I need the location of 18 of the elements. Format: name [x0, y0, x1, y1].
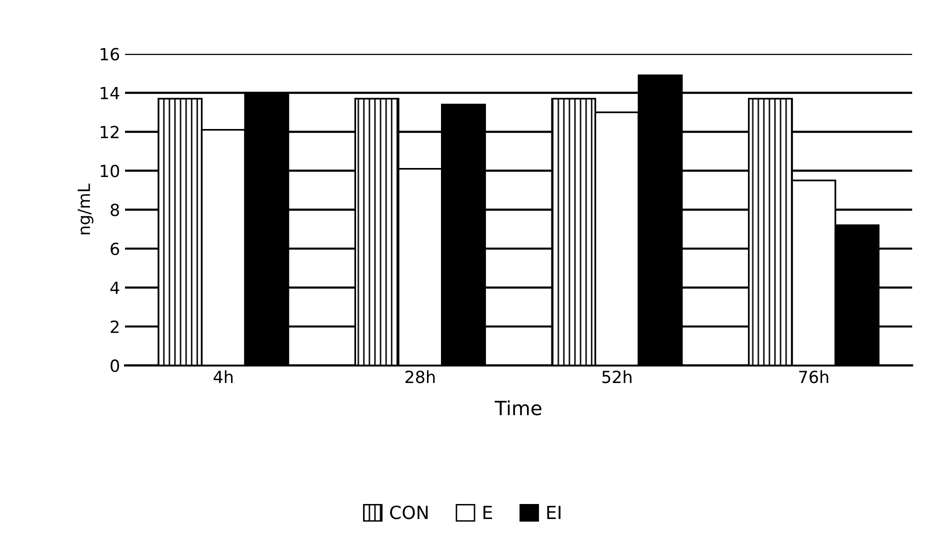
- legend-label: E: [484, 506, 492, 519]
- y-tick-label: 6: [110, 242, 120, 256]
- y-axis-title: ng/mL: [78, 184, 94, 234]
- legend-label: EI: [547, 506, 560, 519]
- x-tick-label: 28h: [406, 370, 435, 384]
- y-tick-label: 2: [110, 320, 118, 333]
- y-tick-label: 12: [100, 126, 118, 138]
- y-tick-label: 8: [110, 204, 120, 216]
- x-tick-label: 4h: [214, 370, 233, 383]
- y-tick-label: 10: [100, 164, 120, 178]
- y-tick-label: 0: [110, 359, 120, 372]
- y-tick-label: 4: [110, 282, 120, 294]
- x-axis-title: Time: [494, 400, 542, 416]
- y-tick-label: 14: [100, 87, 120, 100]
- x-tick-label: 76h: [799, 370, 828, 384]
- y-tick-label: 16: [100, 48, 120, 60]
- legend-label: CON: [390, 506, 428, 520]
- x-tick-label: 52h: [602, 370, 632, 384]
